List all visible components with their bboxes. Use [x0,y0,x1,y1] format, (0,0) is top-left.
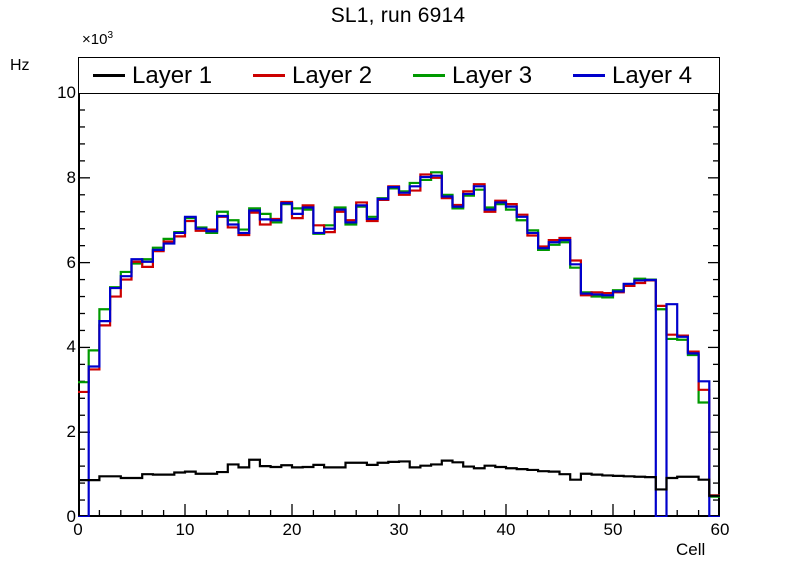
x-tick-label: 40 [496,520,516,539]
x-tick-label: 50 [603,520,623,539]
x-tick-label: 20 [282,520,302,539]
legend-label: Layer 1 [132,61,213,89]
series-layer-3 [78,171,720,498]
y-tick-label: 10 [57,83,76,103]
x-tick-label: 60 [710,520,730,539]
series-layer-1 [78,458,720,497]
y-tick-label: 4 [66,337,76,357]
y-axis-exponent: ×103 [82,30,113,48]
legend: Layer 1 Layer 2 Layer 3 Layer 4 [78,57,720,94]
series-layer-2 [78,173,720,497]
series-layer-4 [78,174,720,517]
x-tick-label: 10 [175,520,195,539]
plot-frame [78,57,720,517]
legend-entry: Layer 3 [399,61,559,89]
y-axis-label: Hz [10,57,30,74]
y-tick-label: 8 [66,167,76,187]
legend-entry: Layer 2 [239,61,399,89]
y-axis-exponent-base: ×10 [82,31,108,48]
legend-entry: Layer 1 [79,61,239,89]
legend-swatch-line [253,74,285,77]
y-tick-label: 2 [66,422,76,442]
y-tick-labels: 0 2 4 6 8 10 [36,0,76,572]
y-tick-label: 6 [66,252,76,272]
legend-swatch-line [93,74,125,77]
x-tick-label: 0 [73,520,83,539]
plot-canvas [78,57,720,517]
chart-title: SL1, run 6914 [330,4,466,27]
legend-label: Layer 4 [612,61,693,89]
legend-swatch-line [573,74,605,77]
y-axis-exponent-power: 3 [107,30,114,41]
x-axis-label: Cell [676,540,706,559]
legend-label: Layer 2 [292,61,373,89]
legend-entry: Layer 4 [559,61,719,89]
legend-swatch-line [413,74,445,77]
legend-label: Layer 3 [452,61,533,89]
y-tick-label: 0 [66,507,76,526]
x-tick-label: 30 [389,520,409,539]
